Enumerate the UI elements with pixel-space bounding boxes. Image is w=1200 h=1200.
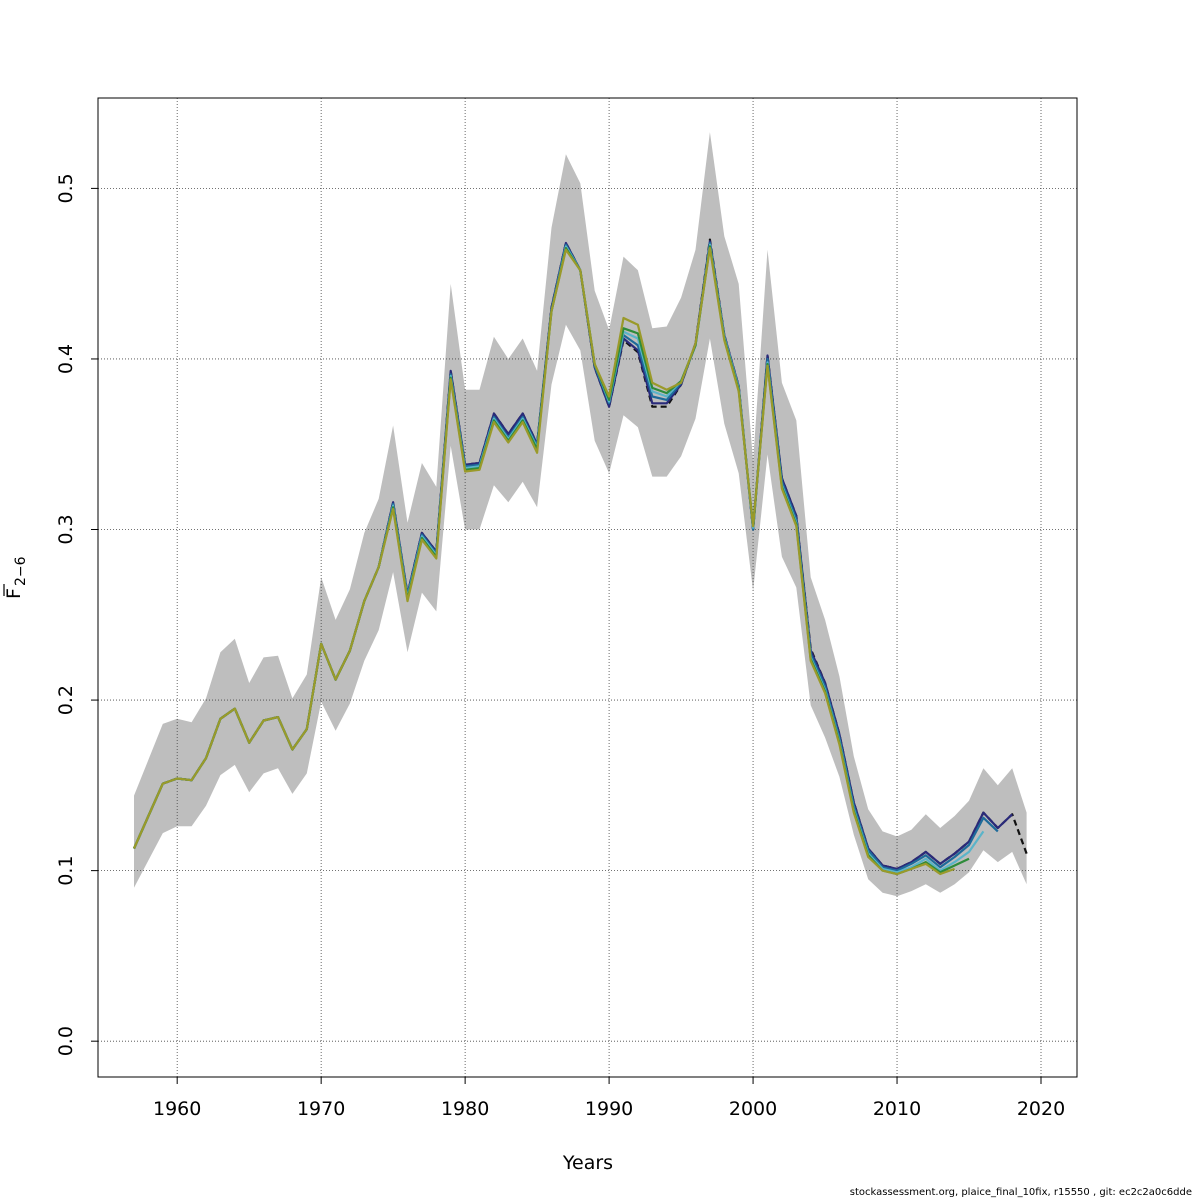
y-tick-label-group: 0.4 <box>55 344 77 374</box>
y-axis-title-main: F <box>3 588 25 599</box>
y-axis-title: F 2−6 <box>3 556 29 599</box>
y-axis: 0.0 0.1 0.2 0.3 0.4 0.5 <box>55 173 99 1056</box>
x-tick-label: 1970 <box>297 1098 345 1120</box>
y-tick-label-group: 0.0 <box>55 1026 77 1056</box>
x-axis-title: Years <box>562 1152 613 1174</box>
confidence-band-layer <box>134 132 1027 897</box>
x-tick-label: 1980 <box>441 1098 489 1120</box>
y-tick-label-group: 0.5 <box>55 173 77 203</box>
x-tick-label: 2020 <box>1017 1098 1065 1120</box>
x-tick-label: 2010 <box>873 1098 921 1120</box>
y-tick-label: 0.3 <box>55 514 77 544</box>
y-tick-label-group: 0.3 <box>55 514 77 544</box>
x-axis: 1960 1970 1980 1990 2000 2010 2020 <box>153 1076 1065 1120</box>
grid-layer <box>98 98 1077 1077</box>
y-tick-label-group: 0.2 <box>55 685 77 715</box>
y-tick-label: 0.4 <box>55 344 77 374</box>
x-tick-label: 1990 <box>585 1098 633 1120</box>
y-tick-label: 0.2 <box>55 685 77 715</box>
series-line-6 <box>132 247 955 876</box>
y-tick-label: 0.1 <box>55 855 77 885</box>
source-footnote: stockassessment.org, plaice_final_10fix,… <box>849 1187 1192 1198</box>
x-tick-label: 1960 <box>153 1098 201 1120</box>
y-tick-label: 0.5 <box>55 173 77 203</box>
y-axis-title-subscript: 2−6 <box>13 556 29 586</box>
y-tick-label-group: 0.1 <box>55 855 77 885</box>
y-tick-label: 0.0 <box>55 1026 77 1056</box>
x-tick-label: 2000 <box>729 1098 777 1120</box>
series-layer <box>132 238 1028 876</box>
confidence-band <box>134 132 1027 897</box>
